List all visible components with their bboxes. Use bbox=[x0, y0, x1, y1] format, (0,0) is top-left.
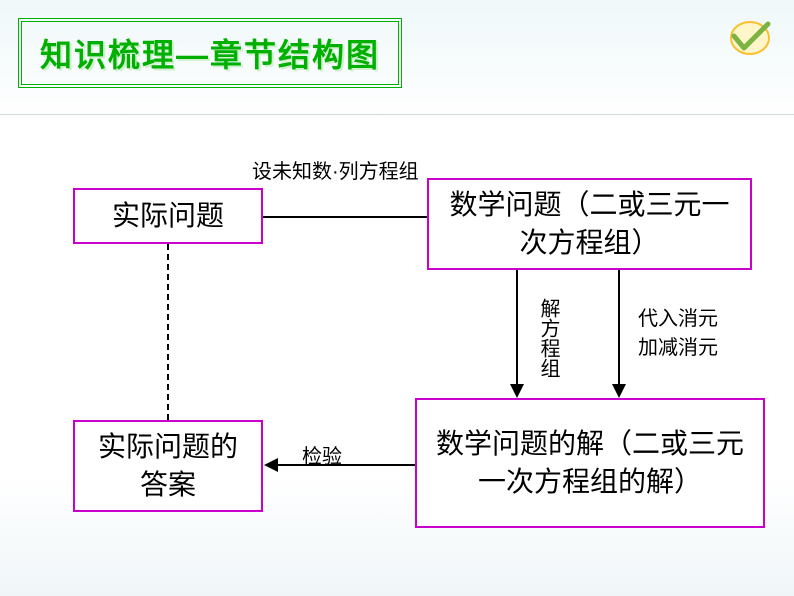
node-math-solution: 数学问题的解（二或三元一次方程组的解） bbox=[415, 398, 765, 528]
node-label: 数学问题（二或三元一次方程组） bbox=[439, 186, 740, 262]
edge-line bbox=[516, 270, 518, 388]
page-title: 知识梳理—章节结构图 bbox=[40, 37, 380, 73]
node-math-problem: 数学问题（二或三元一次方程组） bbox=[427, 178, 752, 270]
edge-dashed bbox=[167, 244, 169, 420]
edge-label-solve: 解方程组 bbox=[534, 298, 563, 378]
node-label: 实际问题的答案 bbox=[85, 428, 251, 504]
node-label: 实际问题 bbox=[112, 197, 224, 235]
divider bbox=[0, 114, 794, 115]
title-box: 知识梳理—章节结构图 bbox=[18, 18, 402, 88]
node-label: 数学问题的解（二或三元一次方程组的解） bbox=[427, 425, 753, 501]
arrow-icon bbox=[612, 384, 626, 398]
edge-label-setup: 设未知数·列方程组 bbox=[252, 155, 419, 184]
node-real-answer: 实际问题的答案 bbox=[73, 420, 263, 512]
edge-line bbox=[278, 464, 415, 466]
edge-label-methods: 代入消元 加减消元 bbox=[638, 302, 718, 360]
node-real-problem: 实际问题 bbox=[73, 188, 263, 244]
edge-line bbox=[618, 270, 620, 388]
checkmark-icon bbox=[728, 18, 772, 56]
edge-line bbox=[263, 216, 427, 218]
arrow-icon bbox=[264, 458, 278, 472]
edge-label-verify: 检验 bbox=[302, 440, 342, 469]
arrow-icon bbox=[510, 384, 524, 398]
